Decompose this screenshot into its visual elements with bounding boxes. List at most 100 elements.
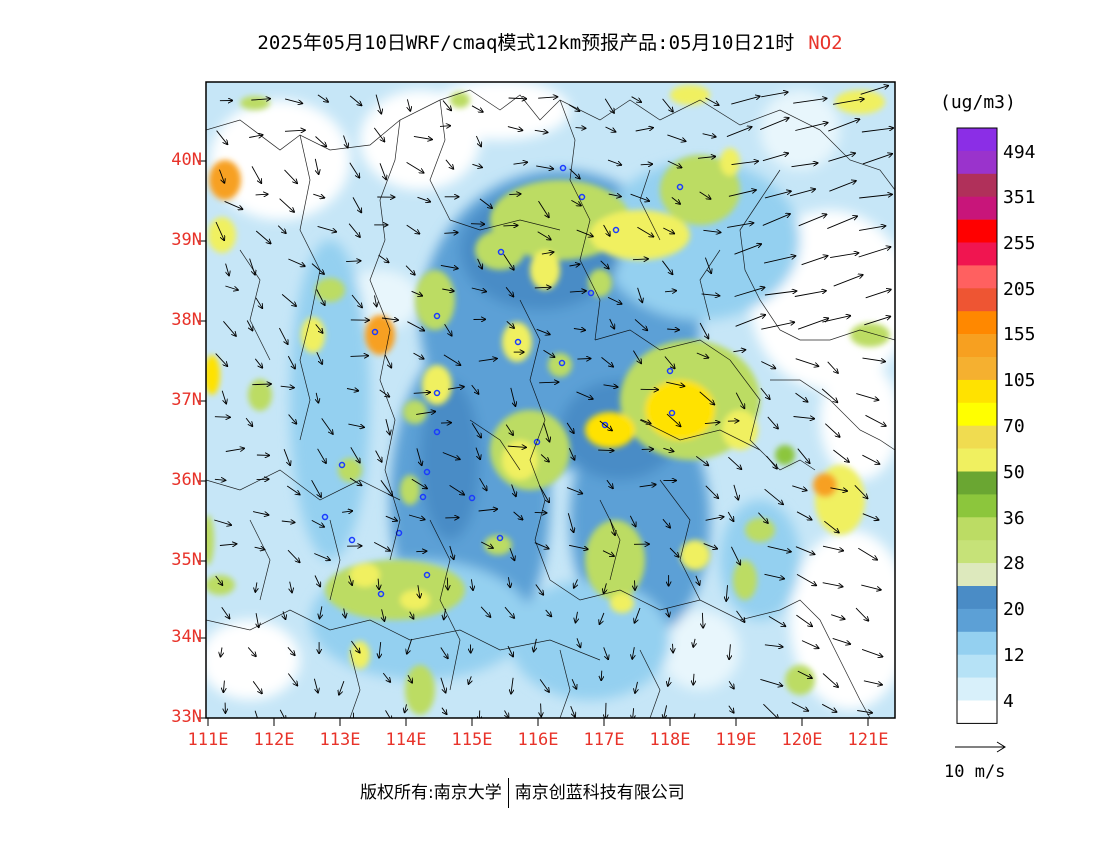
wind-vector	[699, 322, 708, 339]
wind-vector	[733, 350, 745, 352]
wind-vector	[699, 391, 715, 405]
wind-vector	[283, 449, 290, 465]
colorbar-swatch	[957, 196, 997, 220]
wind-vector	[381, 318, 398, 320]
wind-vector	[789, 189, 815, 197]
wind-vector	[503, 225, 517, 226]
lon-label-121e: 121E	[847, 730, 889, 750]
wind-vector	[287, 549, 300, 562]
wind-vector	[477, 258, 483, 269]
wind-vector	[449, 485, 465, 494]
wind-vector	[252, 384, 271, 385]
wind-vector	[314, 158, 318, 174]
copyright-right: 南京创蓝科技有限公司	[514, 783, 685, 803]
wind-vector	[667, 329, 679, 330]
wind-vector	[540, 454, 549, 462]
wind-vector	[864, 317, 890, 326]
colorbar-swatch	[957, 150, 997, 175]
wind-vector	[348, 223, 360, 237]
wind-vector	[379, 642, 381, 658]
wind-vector	[664, 705, 667, 718]
wind-vector	[730, 546, 740, 565]
wind-vector	[760, 678, 782, 686]
wind-vector	[666, 413, 681, 426]
wind-vector	[861, 584, 881, 590]
wind-vector	[693, 638, 695, 647]
lat-label-37n: 37N	[171, 390, 202, 410]
wind-vector	[731, 161, 759, 166]
wind-vector	[534, 130, 548, 132]
wind-vector	[416, 551, 426, 552]
wind-vector	[854, 484, 868, 498]
wind-vector	[833, 99, 864, 105]
colorbar-label: 12	[1003, 645, 1025, 666]
wind-vector	[797, 318, 828, 330]
wind-vector	[280, 386, 294, 388]
wind-vector	[824, 520, 839, 532]
wind-vector	[351, 640, 359, 653]
wind-vector	[249, 135, 262, 138]
wind-vector	[221, 607, 230, 618]
wind-vector	[385, 515, 397, 521]
wind-vector	[569, 544, 588, 549]
wind-vector	[865, 414, 886, 426]
colorbar-swatch	[957, 448, 997, 472]
wind-vector	[348, 423, 364, 427]
wind-vector	[793, 98, 826, 104]
wind-vector	[603, 647, 609, 659]
wind-vector	[284, 130, 305, 131]
wind-vector	[796, 574, 816, 585]
wind-vector	[729, 644, 730, 659]
wind-vector	[247, 647, 256, 656]
wind-vector	[406, 224, 420, 234]
colorbar-swatch	[957, 219, 997, 243]
wind-vector	[728, 456, 741, 469]
wind-vector	[764, 573, 785, 578]
wind-vector	[797, 670, 812, 678]
wind-vector	[632, 647, 634, 659]
wind-vector	[442, 100, 451, 111]
wind-vector	[447, 577, 448, 590]
wind-vector	[863, 680, 882, 685]
colorbar-swatch	[957, 471, 997, 495]
wind-vector	[279, 327, 287, 344]
wind-vector	[508, 98, 527, 99]
wind-vector	[417, 196, 431, 201]
wind-vector	[664, 291, 676, 292]
wind-vector	[704, 257, 711, 274]
wind-vector	[284, 169, 298, 183]
wind-vector	[281, 294, 296, 306]
wind-vector	[277, 225, 286, 234]
wind-vector	[349, 477, 362, 485]
wind-vector	[637, 287, 643, 303]
wind-vector	[471, 384, 479, 394]
wind-vector	[311, 520, 324, 527]
wind-vector	[604, 98, 614, 113]
wind-vector	[768, 616, 786, 626]
wind-vector	[728, 705, 734, 713]
wind-vector	[249, 258, 255, 275]
lon-label-120e: 120E	[781, 730, 823, 750]
wind-vector	[794, 291, 826, 297]
wind-vector	[378, 578, 379, 590]
wind-vector	[373, 542, 390, 550]
wind-vector	[666, 381, 684, 386]
wind-vector	[536, 165, 553, 169]
wind-vector	[832, 637, 851, 644]
wind-vector	[571, 679, 576, 689]
wind-vector	[767, 416, 778, 429]
colorbar-swatch	[957, 654, 997, 678]
wind-vector	[410, 611, 414, 619]
wind-vector	[311, 263, 324, 274]
wind-vector	[471, 287, 486, 292]
wind-vector	[478, 359, 497, 362]
wind-vector	[470, 224, 484, 225]
wind-vector	[669, 547, 679, 557]
wind-vector	[705, 485, 718, 498]
lon-label-116e: 116E	[517, 730, 559, 750]
wind-vector	[219, 544, 237, 546]
wind-vector	[214, 519, 231, 525]
wind-vector	[862, 454, 879, 464]
wind-vector	[221, 647, 223, 657]
wind-vector	[629, 515, 635, 527]
